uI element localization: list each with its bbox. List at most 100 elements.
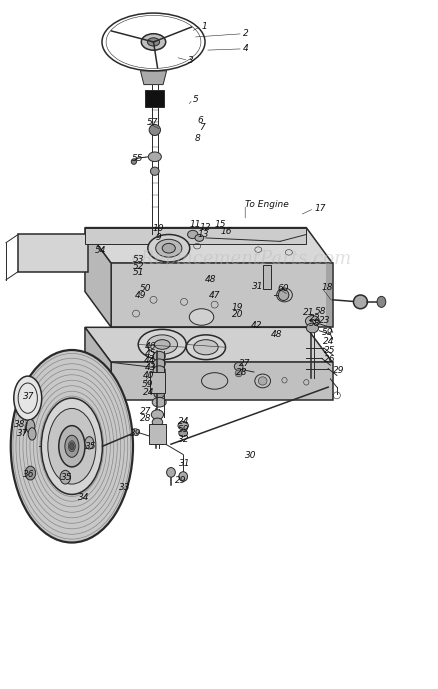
Ellipse shape (48, 409, 96, 484)
Text: 4: 4 (243, 44, 249, 53)
Ellipse shape (152, 418, 162, 426)
Text: 35: 35 (85, 442, 96, 451)
Text: 12: 12 (199, 223, 211, 232)
Polygon shape (111, 362, 332, 400)
Text: 53: 53 (133, 255, 144, 264)
Ellipse shape (189, 309, 214, 325)
Polygon shape (85, 227, 111, 327)
Text: 15: 15 (215, 220, 226, 229)
Ellipse shape (154, 390, 164, 398)
Text: 37: 37 (17, 429, 29, 438)
Ellipse shape (14, 376, 42, 420)
Text: 59: 59 (142, 380, 153, 389)
Ellipse shape (279, 289, 289, 300)
Ellipse shape (11, 350, 133, 542)
Text: 16: 16 (220, 227, 232, 236)
Ellipse shape (179, 472, 187, 482)
Polygon shape (141, 71, 166, 85)
Text: 5: 5 (193, 94, 198, 103)
Ellipse shape (148, 38, 159, 46)
Text: 58: 58 (315, 307, 327, 316)
Ellipse shape (166, 468, 175, 477)
Text: 58: 58 (308, 320, 320, 329)
Ellipse shape (306, 323, 318, 333)
Ellipse shape (28, 428, 36, 440)
Ellipse shape (149, 125, 160, 136)
Ellipse shape (132, 429, 139, 435)
Text: 1: 1 (201, 21, 207, 30)
Ellipse shape (186, 335, 226, 360)
Text: 35: 35 (60, 473, 72, 482)
FancyBboxPatch shape (145, 90, 164, 107)
Text: 55: 55 (132, 154, 143, 163)
Ellipse shape (68, 441, 75, 452)
Text: 48: 48 (205, 276, 216, 285)
Ellipse shape (151, 410, 163, 420)
Text: 13: 13 (198, 230, 209, 239)
Ellipse shape (60, 471, 71, 484)
Text: 29: 29 (175, 476, 187, 485)
Text: 21: 21 (303, 308, 314, 317)
Text: 39: 39 (131, 429, 142, 438)
Ellipse shape (153, 373, 165, 382)
Ellipse shape (141, 34, 166, 50)
Text: 51: 51 (133, 269, 144, 278)
Ellipse shape (59, 426, 85, 467)
Ellipse shape (179, 430, 187, 437)
Ellipse shape (194, 340, 218, 355)
Ellipse shape (65, 435, 79, 457)
Text: 30: 30 (245, 451, 257, 460)
Ellipse shape (377, 296, 386, 307)
Polygon shape (263, 265, 271, 289)
Text: 19: 19 (231, 303, 243, 312)
Text: 37: 37 (22, 392, 34, 401)
Ellipse shape (138, 329, 186, 360)
Text: 59: 59 (177, 425, 189, 434)
Text: 10: 10 (152, 225, 164, 234)
Ellipse shape (280, 291, 289, 299)
Text: 60: 60 (278, 284, 289, 293)
Ellipse shape (178, 422, 188, 430)
Text: 8: 8 (195, 134, 201, 143)
FancyBboxPatch shape (150, 372, 165, 393)
Ellipse shape (187, 230, 198, 238)
Ellipse shape (234, 362, 243, 371)
Text: 59: 59 (321, 328, 333, 337)
Text: 42: 42 (251, 321, 262, 330)
Text: 18: 18 (321, 283, 333, 292)
Text: 52: 52 (133, 262, 144, 271)
Polygon shape (85, 227, 306, 244)
Text: 48: 48 (271, 330, 282, 340)
Text: 28: 28 (141, 414, 152, 423)
Text: 50: 50 (140, 284, 151, 293)
Text: 24: 24 (143, 388, 155, 397)
Text: 29: 29 (332, 366, 344, 375)
Ellipse shape (131, 159, 137, 165)
Text: 9: 9 (155, 233, 162, 242)
Text: 36: 36 (22, 470, 34, 479)
Text: 27: 27 (141, 407, 152, 415)
Ellipse shape (154, 340, 170, 349)
Ellipse shape (41, 398, 102, 495)
Text: 27: 27 (239, 359, 250, 368)
Polygon shape (85, 327, 332, 362)
Ellipse shape (162, 243, 175, 253)
Text: 11: 11 (189, 220, 201, 229)
Text: 6: 6 (197, 116, 203, 125)
Text: 24: 24 (323, 336, 335, 346)
Polygon shape (111, 263, 332, 327)
Ellipse shape (148, 234, 190, 262)
Ellipse shape (148, 152, 161, 162)
Ellipse shape (26, 420, 35, 433)
Text: 24: 24 (177, 417, 189, 426)
Ellipse shape (153, 366, 165, 376)
Text: 31: 31 (252, 282, 264, 291)
Text: 23: 23 (319, 316, 331, 325)
Text: 44: 44 (144, 356, 155, 364)
Text: 47: 47 (209, 291, 220, 300)
Text: 49: 49 (135, 291, 147, 300)
Ellipse shape (147, 335, 177, 354)
Text: To Engine: To Engine (245, 200, 289, 209)
Ellipse shape (305, 316, 319, 327)
Text: 7: 7 (199, 123, 205, 132)
